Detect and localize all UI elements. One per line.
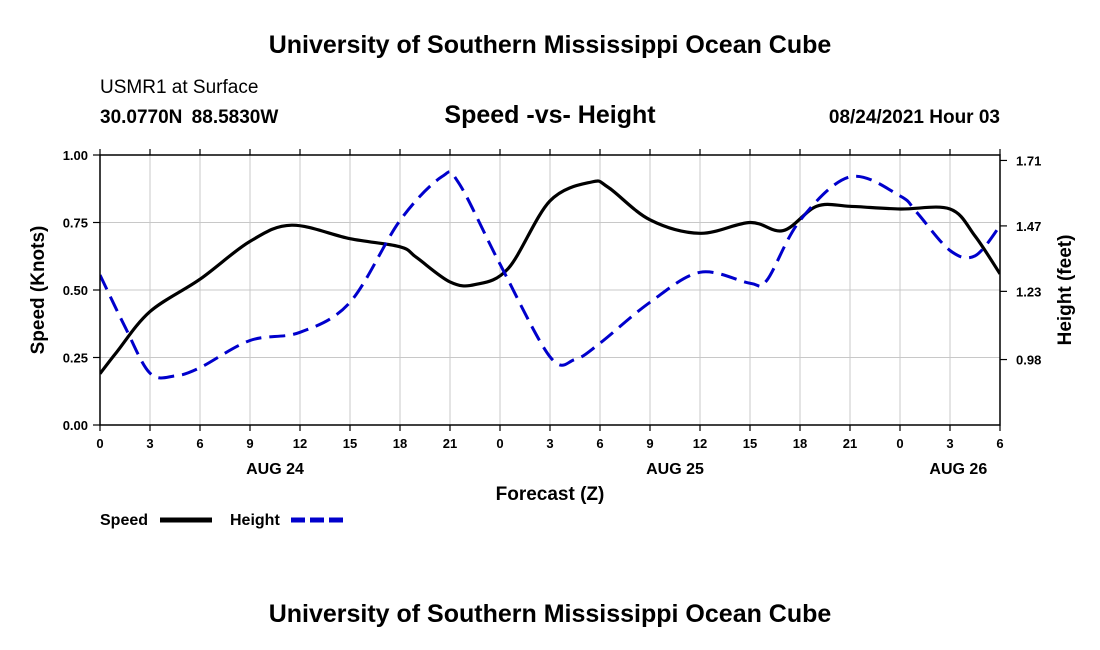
x-tick-label: 12 (293, 436, 307, 451)
y-axis-title-left: Speed (Knots) (28, 226, 49, 355)
page-title: University of Southern Mississippi Ocean… (268, 31, 832, 59)
y-tick-label-right: 1.23 (1016, 284, 1041, 299)
station-coordinates: 30.0770N 88.5830W (100, 107, 279, 128)
x-tick-label: 15 (743, 436, 757, 451)
x-tick-label: 6 (196, 436, 203, 451)
y-tick-label-left: 0.00 (63, 418, 88, 433)
y-tick-label-right: 1.71 (1016, 153, 1041, 168)
y-tick-label-left: 0.25 (63, 351, 88, 366)
day-label: AUG 26 (929, 461, 987, 478)
day-label: AUG 24 (246, 461, 304, 478)
day-label: AUG 25 (646, 461, 704, 478)
y-tick-label-left: 1.00 (63, 148, 88, 163)
forecast-datetime: 08/24/2021 Hour 03 (828, 107, 1000, 128)
x-tick-label: 3 (946, 436, 953, 451)
y-tick-label-right: 1.47 (1016, 219, 1041, 234)
x-tick-label: 9 (246, 436, 253, 451)
legend-label-height: Height (230, 512, 280, 529)
grid (100, 155, 1000, 425)
x-tick-label: 3 (146, 436, 153, 451)
station-label: USMR1 at Surface (100, 77, 259, 98)
x-tick-label: 18 (793, 436, 807, 451)
x-tick-label: 3 (546, 436, 553, 451)
x-tick-label: 6 (596, 436, 603, 451)
x-tick-label: 0 (496, 436, 503, 451)
y-tick-label-right: 0.98 (1016, 353, 1041, 368)
x-tick-label: 0 (896, 436, 903, 451)
axis-ticks (93, 149, 1007, 431)
x-tick-label: 21 (443, 436, 457, 451)
footer-title: University of Southern Mississippi Ocean… (268, 600, 832, 628)
legend-label-speed: Speed (100, 512, 148, 529)
x-tick-label: 15 (343, 436, 357, 451)
x-tick-label: 0 (96, 436, 103, 451)
x-tick-label: 18 (393, 436, 407, 451)
x-tick-label: 9 (646, 436, 653, 451)
chart-title: Speed -vs- Height (444, 101, 656, 129)
x-tick-label: 21 (843, 436, 857, 451)
y-tick-label-left: 0.75 (63, 216, 88, 231)
x-axis-title: Forecast (Z) (496, 484, 605, 505)
x-tick-label: 6 (996, 436, 1003, 451)
series-layer (100, 170, 1000, 380)
axis-labels: 0 3 6 9 12 15 18 21 0 3 6 9 12 15 18 21 0 3 6 0.00 0.25 0.50 0… (28, 148, 1076, 505)
y-axis-title-right: Height (feet) (1055, 235, 1076, 346)
y-tick-label-left: 0.50 (63, 283, 88, 298)
legend: Speed Height (100, 512, 343, 529)
speed-line (100, 179, 1000, 375)
height-line (100, 170, 1000, 380)
x-tick-label: 12 (693, 436, 707, 451)
